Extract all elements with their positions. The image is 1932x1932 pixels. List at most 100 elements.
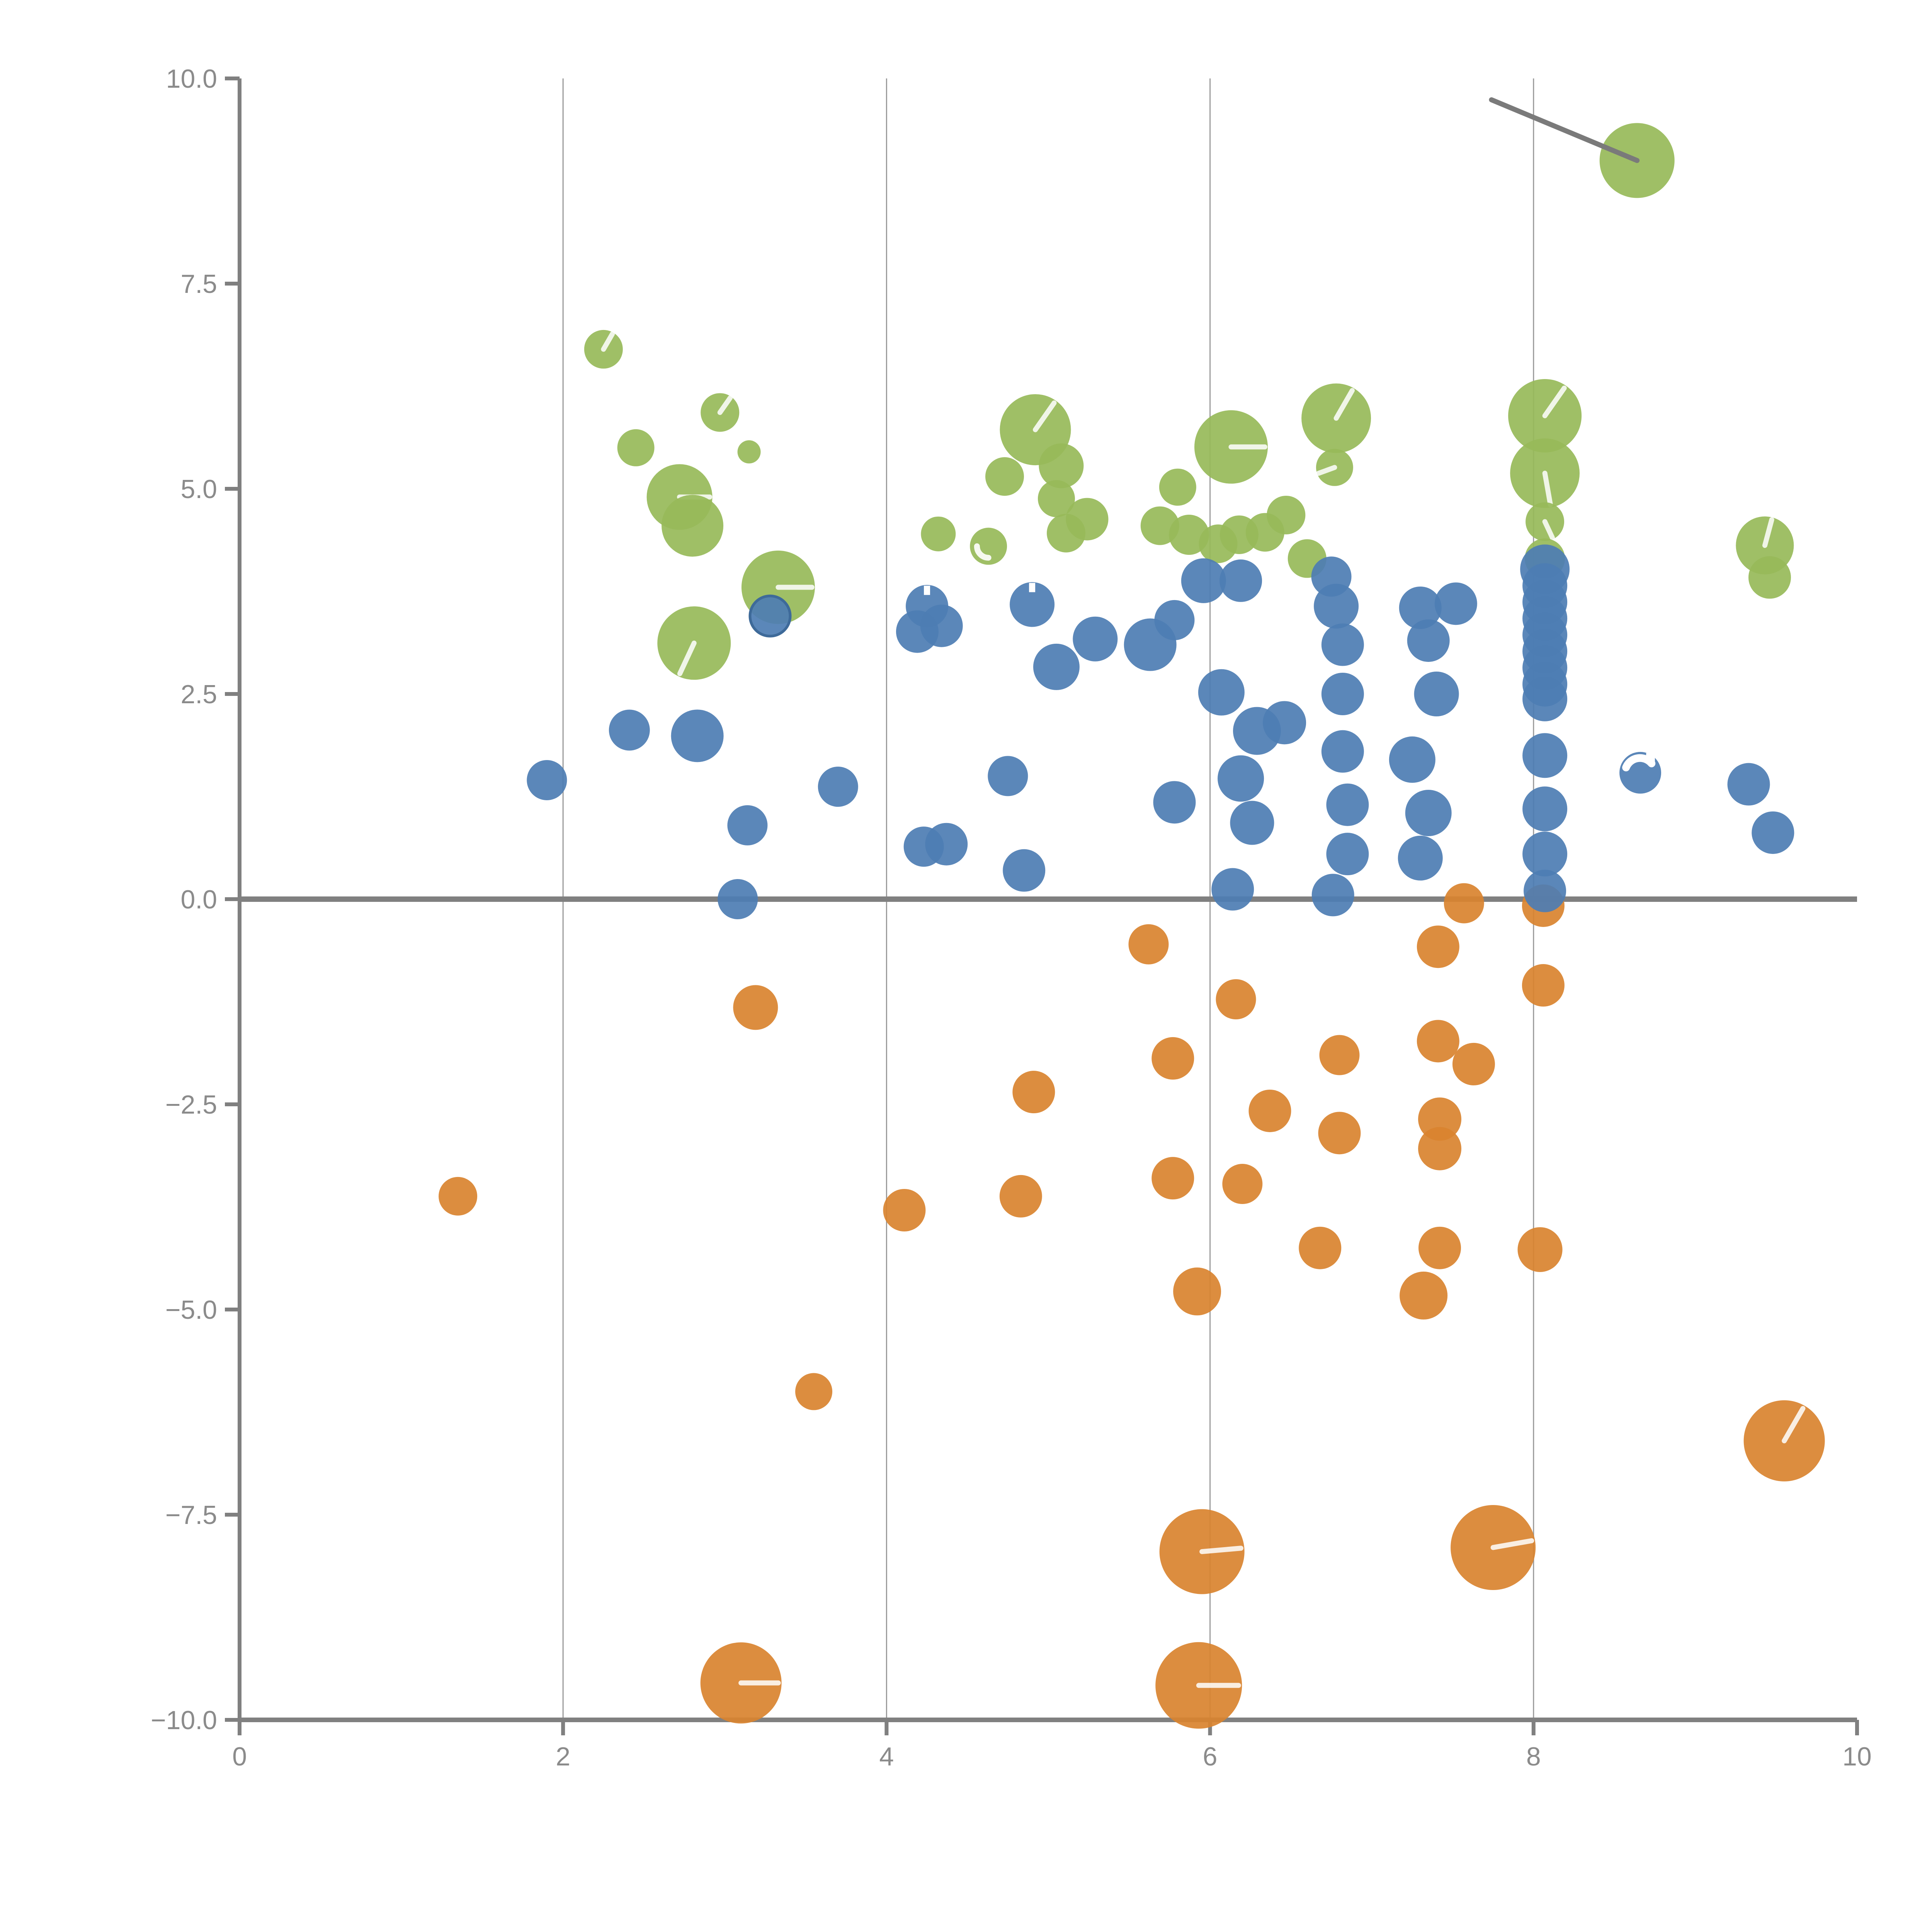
scatter-point-green[interactable] [617,429,655,466]
scatter-point-blue[interactable] [1219,559,1262,602]
scatter-point-blue[interactable] [1003,849,1046,892]
scatter-point-orange[interactable] [1318,1112,1361,1155]
scatter-point-green[interactable] [1748,556,1791,599]
scatter-point-blue[interactable] [727,805,768,845]
scatter-point-orange[interactable] [1418,1127,1462,1170]
scatter-point-orange[interactable] [1012,1071,1055,1114]
scatter-point-blue[interactable] [1033,643,1080,690]
scatter-point-orange[interactable] [1522,964,1565,1007]
scatter-point-orange[interactable] [1452,1043,1495,1085]
scatter-point-blue[interactable] [925,823,968,866]
scatter-point-blue[interactable] [671,709,724,762]
scatter-point-blue[interactable] [1181,558,1226,603]
scatter-point-orange[interactable] [1517,1227,1563,1272]
scatter-point-blue[interactable] [1389,736,1435,783]
scatter-point-green[interactable] [921,516,956,551]
scatter-point-blue[interactable] [1154,600,1195,640]
y-tick-label: −10.0 [151,1706,217,1735]
scatter-point-blue[interactable] [1211,868,1254,911]
scatter-point-blue[interactable] [1230,801,1274,845]
scatter-point-orange[interactable] [1151,1157,1194,1200]
scatter-point-blue[interactable] [988,756,1028,796]
scatter-point-blue[interactable] [1399,586,1442,629]
bubble-arc-hand [974,543,992,561]
scatter-point-orange[interactable] [1400,1271,1448,1320]
scatter-point-blue[interactable] [818,767,858,807]
scatter-point-orange[interactable] [1151,1037,1194,1080]
scatter-point-blue[interactable] [1321,730,1364,773]
scatter-point-blue[interactable] [527,760,567,801]
scatter-point-orange[interactable] [439,1177,478,1216]
scatter-point-blue[interactable] [896,610,939,653]
scatter-point-green[interactable] [662,495,724,557]
scatter-point-orange[interactable] [883,1189,926,1231]
scatter-point-blue[interactable] [718,879,758,919]
y-tick-label: 2.5 [180,680,217,709]
scatter-point-blue[interactable] [1407,619,1450,662]
scatter-point-green[interactable] [1039,443,1084,488]
bubble-hand [1333,388,1355,421]
scatter-point-blue[interactable] [748,594,792,638]
y-tick-label: 5.0 [180,474,217,504]
scatter-point-blue[interactable] [1326,783,1369,826]
scatter-point-blue[interactable] [1522,733,1568,778]
scatter-point-blue[interactable] [1522,832,1568,877]
scatter-point-blue[interactable] [1153,781,1196,824]
scatter-point-blue[interactable] [609,709,650,751]
annotation-line [1489,97,1640,163]
bubble-hand [601,331,615,352]
scatter-point-orange[interactable] [999,1175,1042,1218]
scatter-point-blue[interactable] [1321,623,1364,666]
y-tick-label: −7.5 [165,1500,217,1530]
scatter-point-orange[interactable] [1319,1035,1360,1075]
scatter-point-orange[interactable] [1299,1226,1342,1269]
x-tick-label: 8 [1526,1742,1541,1771]
scatter-point-orange[interactable] [1418,1226,1461,1269]
y-tick-label: 0.0 [180,885,217,914]
scatter-point-orange[interactable] [733,985,778,1030]
scatter-point-green[interactable] [1267,495,1306,534]
scatter-point-orange[interactable] [1173,1267,1221,1316]
scatter-point-blue[interactable] [1311,874,1354,917]
y-tick-label: 10.0 [166,64,217,94]
scatter-point-orange[interactable] [1216,979,1256,1020]
scatter-point-blue[interactable] [1752,811,1794,854]
scatter-point-blue[interactable] [1524,869,1566,912]
x-tick-label: 10 [1842,1742,1872,1771]
scatter-point-green[interactable] [985,457,1024,496]
scatter-point-blue[interactable] [1398,835,1443,881]
scatter-point-orange[interactable] [1417,1020,1459,1063]
scatter-point-blue[interactable] [1010,582,1055,627]
scatter-point-orange[interactable] [795,1373,833,1410]
scatter-point-blue[interactable] [1434,582,1477,625]
scatter-point-green[interactable] [1037,480,1075,517]
scatter-point-blue[interactable] [1321,673,1364,715]
scatter-point-blue[interactable] [1405,789,1452,836]
scatter-point-green[interactable] [1159,468,1196,506]
scatter-point-blue[interactable] [1073,616,1118,662]
scatter-point-orange[interactable] [1128,924,1169,964]
scatter-point-blue[interactable] [1727,763,1770,806]
scatter-point-blue[interactable] [1218,755,1264,802]
scatter-point-green[interactable] [737,440,761,464]
scatter-point-blue[interactable] [1522,786,1568,832]
bubble-hand [1316,465,1337,476]
scatter-point-orange[interactable] [1444,883,1484,923]
scatter-point-blue[interactable] [1198,669,1245,716]
y-tick-label: 7.5 [180,269,217,299]
scatter-point-orange[interactable] [1417,925,1459,968]
scatter-point-blue[interactable] [1522,676,1568,721]
x-tick-label: 4 [879,1742,894,1771]
bubble-crescent-notch [1646,753,1655,762]
gridlines [240,78,1857,1720]
scatter-point-blue[interactable] [1263,701,1306,745]
scatter-point-blue[interactable] [1314,583,1359,629]
scatter-points [439,123,1825,1729]
scatter-point-green[interactable] [1066,498,1109,541]
scatter-point-orange[interactable] [1248,1089,1291,1132]
scatter-point-blue[interactable] [1326,833,1369,876]
scatter-point-blue[interactable] [1414,672,1459,716]
scatter-point-orange[interactable] [1222,1164,1263,1204]
